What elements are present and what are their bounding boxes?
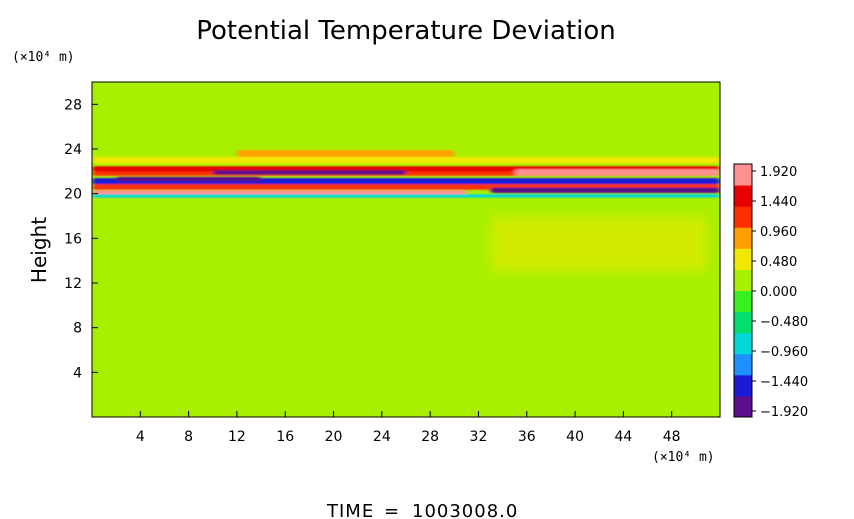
band-6 bbox=[92, 190, 467, 195]
x-axis: 4 8 12 16 20 24 28 32 36 40 44 48 bbox=[136, 411, 681, 445]
band-3 bbox=[212, 170, 406, 175]
y-tick-label: 28 bbox=[64, 97, 82, 113]
colorbar-label: −1.440 bbox=[760, 375, 808, 390]
colorbar-swatch bbox=[734, 269, 752, 291]
x-tick-label: 20 bbox=[325, 429, 343, 445]
y-tick-label: 24 bbox=[64, 142, 82, 158]
field-patches bbox=[92, 216, 708, 395]
x-tick-label: 36 bbox=[518, 429, 536, 445]
field-bands bbox=[92, 150, 720, 198]
y-axis-label: Height bbox=[27, 217, 51, 283]
colorbar-label: −0.480 bbox=[760, 315, 808, 330]
colorbar-label: 0.960 bbox=[760, 225, 797, 240]
time-equals: = bbox=[384, 501, 400, 519]
y-tick-label: 20 bbox=[64, 187, 82, 203]
colorbar-swatch bbox=[734, 227, 752, 249]
x-tick-label: 8 bbox=[184, 429, 193, 445]
y-tick-label: 12 bbox=[64, 276, 82, 292]
colorbar-swatch bbox=[734, 395, 752, 418]
band-4 bbox=[116, 176, 262, 182]
x-tick-label: 28 bbox=[421, 429, 439, 445]
x-unit-label: (×10⁴ m) bbox=[652, 450, 715, 465]
x-tick-label: 40 bbox=[566, 429, 584, 445]
y-unit-label: (×10⁴ m) bbox=[12, 50, 75, 65]
field-patch-2 bbox=[261, 238, 455, 328]
colorbar-label: 1.440 bbox=[760, 195, 797, 210]
colorbar-label: 0.480 bbox=[760, 255, 797, 270]
y-tick-label: 8 bbox=[73, 321, 82, 337]
x-tick-label: 4 bbox=[136, 429, 145, 445]
band-9 bbox=[92, 194, 720, 198]
y-tick-label: 4 bbox=[73, 365, 82, 381]
x-tick-label: 48 bbox=[663, 429, 681, 445]
time-value: 1003008.0 bbox=[412, 501, 518, 519]
colorbar-swatch bbox=[734, 164, 752, 186]
heatmap-field bbox=[92, 82, 720, 417]
y-tick-label: 16 bbox=[64, 231, 82, 247]
colorbar-swatch bbox=[734, 185, 752, 207]
time-label: TIME bbox=[326, 501, 374, 519]
time-readout: TIME = 1003008.0 bbox=[326, 501, 518, 519]
colorbar-swatch bbox=[734, 353, 752, 376]
field-patch-0 bbox=[490, 216, 708, 272]
colorbar-swatch bbox=[734, 374, 752, 397]
band-7 bbox=[490, 187, 720, 194]
colorbar-label: 0.000 bbox=[760, 285, 797, 300]
band-10 bbox=[92, 156, 720, 164]
plot-frame bbox=[91, 81, 721, 418]
x-tick-label: 44 bbox=[614, 429, 632, 445]
field-patch-1 bbox=[92, 238, 129, 395]
colorbar-label: −1.920 bbox=[760, 405, 808, 420]
x-tick-label: 12 bbox=[228, 429, 246, 445]
colorbar-swatch bbox=[734, 332, 752, 355]
chart-title: Potential Temperature Deviation bbox=[196, 16, 616, 46]
x-tick-label: 16 bbox=[276, 429, 294, 445]
y-axis: 4 8 12 16 20 24 28 bbox=[64, 97, 98, 381]
colorbar-swatch bbox=[734, 290, 752, 313]
colorbar-label: −0.960 bbox=[760, 345, 808, 360]
band-8 bbox=[514, 169, 720, 176]
colorbar-swatch bbox=[734, 248, 752, 270]
colorbar-swatch bbox=[734, 206, 752, 228]
x-tick-label: 24 bbox=[373, 429, 391, 445]
colorbar-swatch bbox=[734, 311, 752, 334]
colorbar: 1.920 1.440 0.960 0.480 0.000 −0.480 −0.960 −1.… bbox=[733, 163, 808, 420]
x-tick-label: 32 bbox=[470, 429, 488, 445]
colorbar-label: 1.920 bbox=[760, 165, 797, 180]
band-11 bbox=[236, 150, 455, 157]
